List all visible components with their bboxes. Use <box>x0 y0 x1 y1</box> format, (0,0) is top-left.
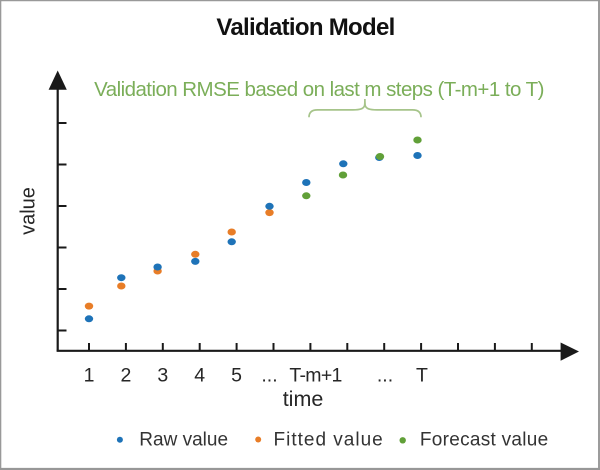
svg-text:time: time <box>283 387 324 411</box>
svg-text:3: 3 <box>157 365 168 387</box>
svg-text:Validation Model: Validation Model <box>216 14 394 41</box>
svg-text:Forecast value: Forecast value <box>420 429 549 450</box>
svg-text:Validation RMSE based on last: Validation RMSE based on last m steps (T… <box>94 78 544 101</box>
svg-text:1: 1 <box>84 365 95 387</box>
svg-text:...: ... <box>377 365 393 387</box>
svg-text:...: ... <box>261 365 277 387</box>
svg-text:value: value <box>18 187 40 235</box>
svg-text:4: 4 <box>194 365 205 387</box>
svg-text:Fitted value: Fitted value <box>274 429 384 450</box>
svg-text:5: 5 <box>231 365 242 387</box>
svg-text:T: T <box>416 365 428 387</box>
svg-text:T-m+1: T-m+1 <box>289 365 341 387</box>
svg-text:2: 2 <box>120 365 131 387</box>
svg-text:Raw value: Raw value <box>139 429 228 450</box>
